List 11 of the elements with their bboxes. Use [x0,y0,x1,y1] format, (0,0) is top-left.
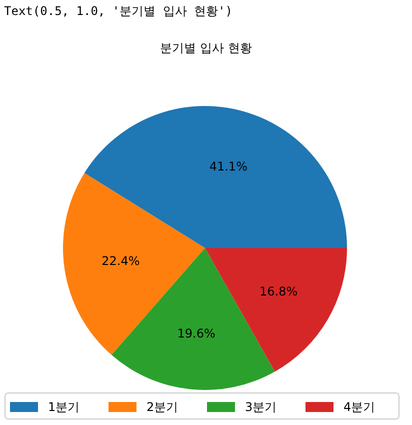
legend-label: 3분기 [245,400,277,414]
pie-slice [84,106,347,248]
text: Text(0.5, 1.0, '분기별 입사 현황') [4,4,232,18]
data-label: 22.4% [102,254,140,268]
legend-label: 4분기 [344,400,376,414]
data-label: 16.8% [260,284,298,298]
chart-title: 분기별 입사 현황 [160,41,252,55]
legend-label: 2분기 [146,400,178,414]
data-label: 19.6% [177,326,216,340]
legend-label: 1분기 [48,400,80,414]
data-label: 41.1% [209,160,248,174]
